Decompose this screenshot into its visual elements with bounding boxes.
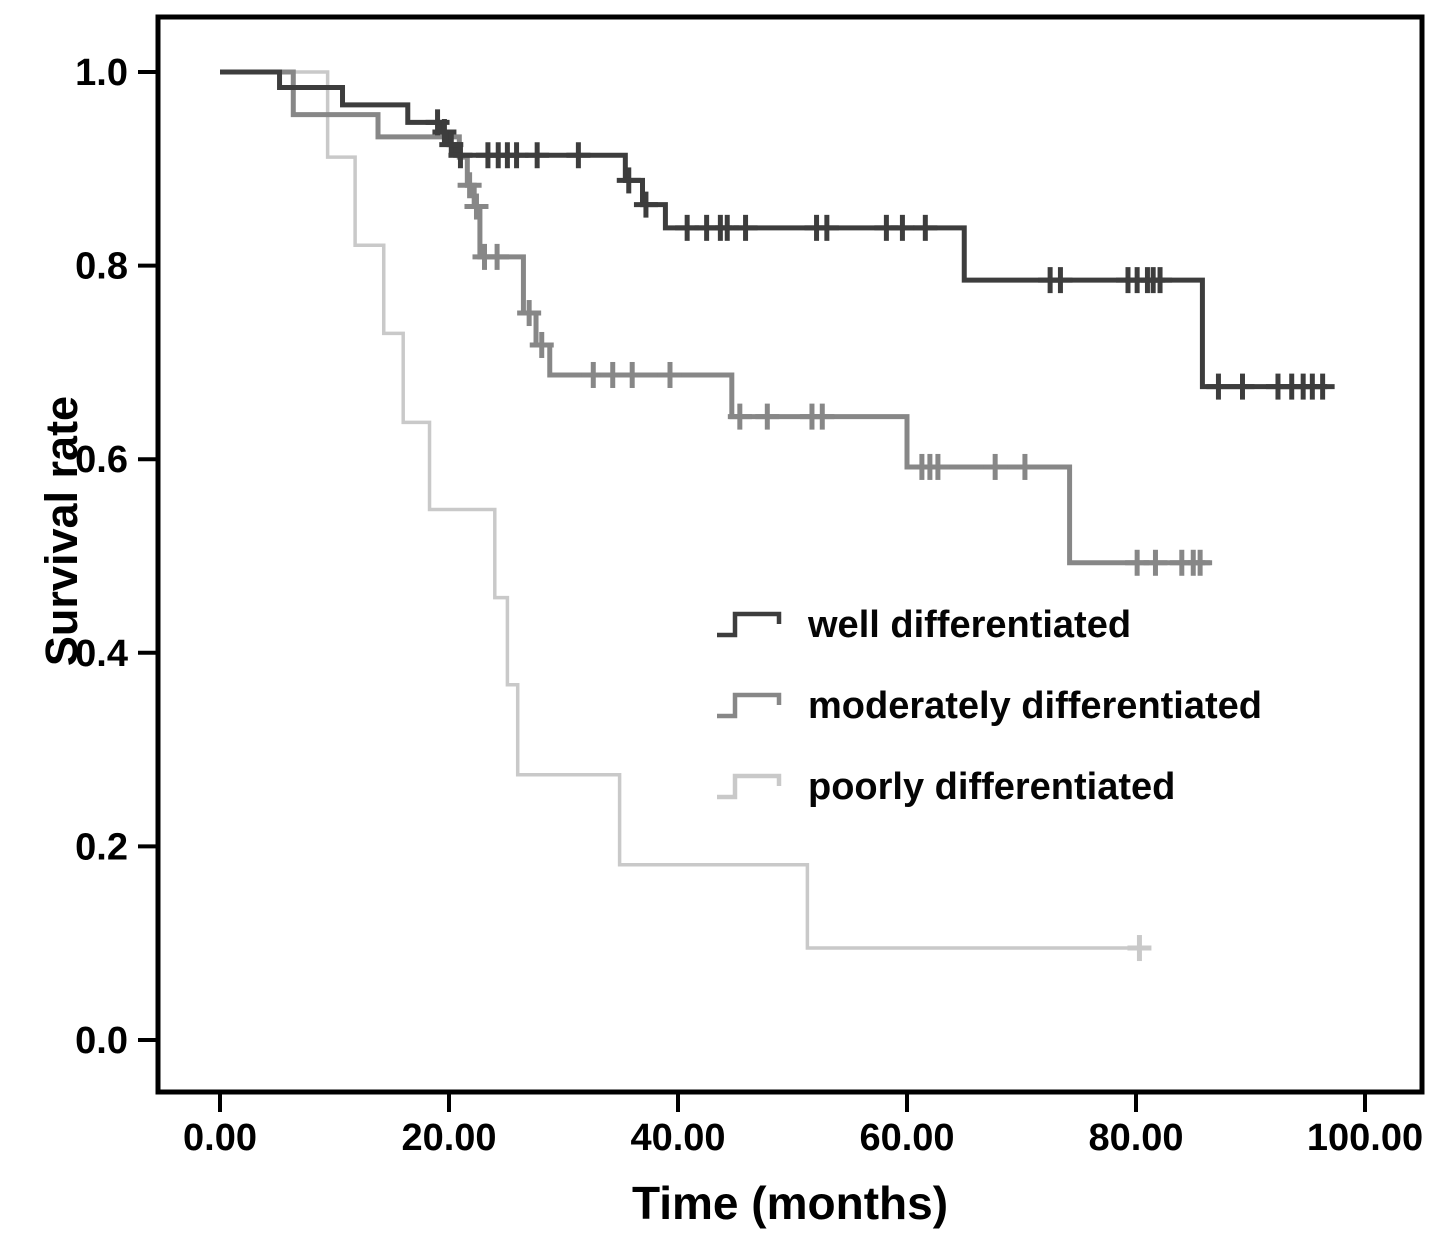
legend-item-moderately: moderately differentiated	[716, 679, 1262, 733]
series-poorly-differentiated	[220, 70, 1150, 950]
x-tick-label: 40.00	[630, 1117, 725, 1159]
series-well-differentiated	[220, 69, 1328, 390]
plot-border	[155, 14, 1425, 1095]
y-tick-label: 1.0	[75, 52, 128, 94]
legend-label: poorly differentiated	[808, 766, 1176, 808]
y-axis-title: Survival rate	[36, 395, 87, 667]
x-tick-label: 0.00	[183, 1117, 257, 1159]
y-tick-label: 0.8	[75, 246, 128, 288]
x-tick-label: 60.00	[859, 1117, 954, 1159]
moderately-differentiated-line-sample-icon	[717, 692, 782, 719]
y-tick-label: 0.0	[75, 1020, 128, 1062]
legend-line-sample	[717, 692, 782, 719]
x-tick-label: 80.00	[1088, 1117, 1183, 1159]
legend-item-well: well differentiated	[716, 598, 1262, 652]
legend-line-sample	[717, 773, 782, 800]
legend-label: moderately differentiated	[808, 685, 1262, 727]
legend: well differentiated moderately different…	[716, 598, 1262, 841]
y-tick-label: 0.6	[75, 439, 128, 481]
x-tick-label: 100.00	[1307, 1117, 1423, 1159]
series-moderately-differentiated	[220, 69, 1211, 566]
x-tick-label: 20.00	[401, 1117, 496, 1159]
y-tick-label: 0.4	[75, 633, 128, 675]
legend-label: well differentiated	[808, 604, 1132, 646]
y-tick-label: 0.2	[75, 826, 128, 868]
x-axis-title: Time (months)	[631, 1177, 949, 1229]
well-differentiated-line-sample-icon	[717, 611, 782, 638]
poorly-differentiated-line-sample-icon	[717, 773, 782, 800]
legend-line-sample	[717, 611, 782, 638]
legend-item-poorly: poorly differentiated	[716, 760, 1262, 814]
